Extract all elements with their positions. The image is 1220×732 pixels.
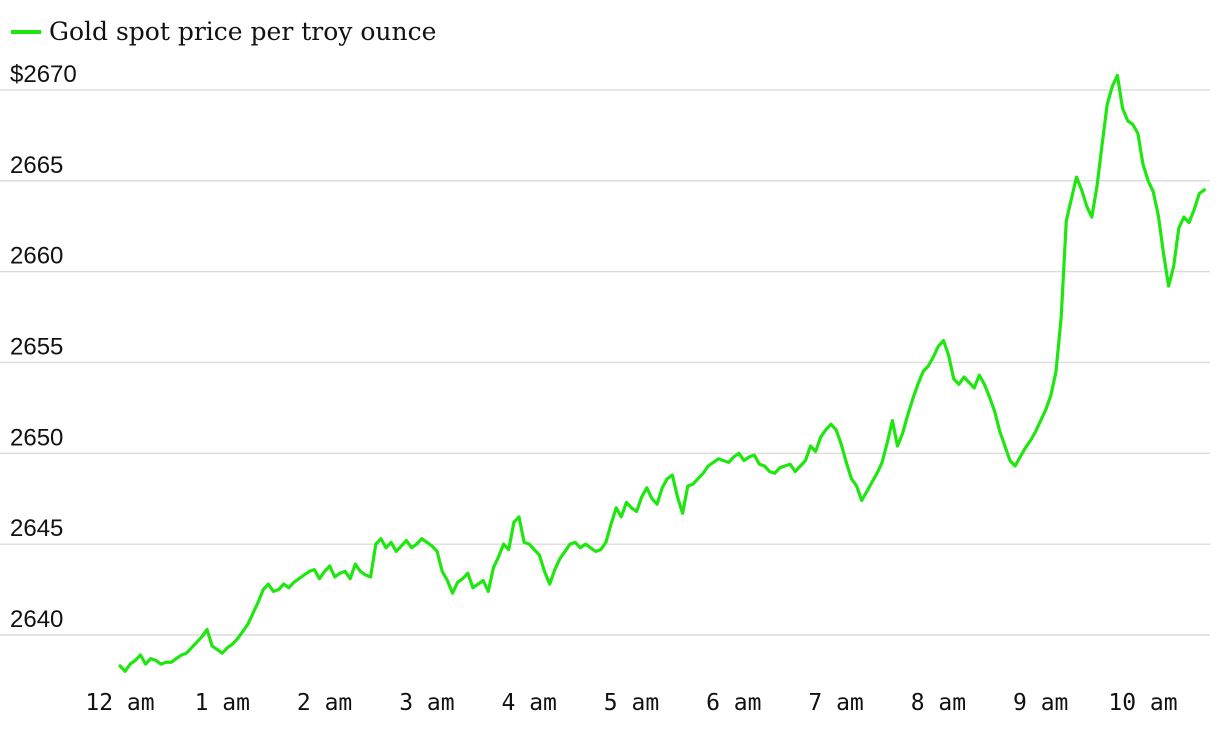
y-tick-label: 2660 [10,243,63,270]
x-tick-label: 2 am [297,690,352,716]
y-tick-label: 2645 [10,515,63,542]
y-tick-label: 2640 [10,606,63,633]
x-tick-label: 9 am [1013,690,1068,716]
x-tick-label: 1 am [195,690,250,716]
x-tick-label: 3 am [399,690,454,716]
y-tick-label: 2650 [10,424,63,451]
gridlines [0,89,1210,636]
x-tick-label: 5 am [604,690,659,716]
x-tick-label: 7 am [808,690,863,716]
x-axis: 12 am 1 am 2 am 3 am 4 am 5 am 6 am 7 am 8 am 9 a… [85,690,1177,716]
x-tick-label: 12 am [85,690,154,716]
y-axis: 2640 2645 2650 2655 2660 2665 $2670 [10,61,77,633]
y-tick-label: 2655 [10,333,63,360]
series-line-gold-price [118,73,1206,673]
legend: Gold spot price per troy ounce [11,17,436,46]
plot-area [118,73,1206,673]
y-tick-label: $2670 [10,61,77,88]
x-tick-label: 6 am [706,690,761,716]
y-tick-label: 2665 [10,152,63,179]
legend-label: Gold spot price per troy ounce [49,17,436,46]
x-tick-label: 4 am [502,690,557,716]
x-tick-label: 10 am [1108,690,1177,716]
x-tick-label: 8 am [911,690,966,716]
